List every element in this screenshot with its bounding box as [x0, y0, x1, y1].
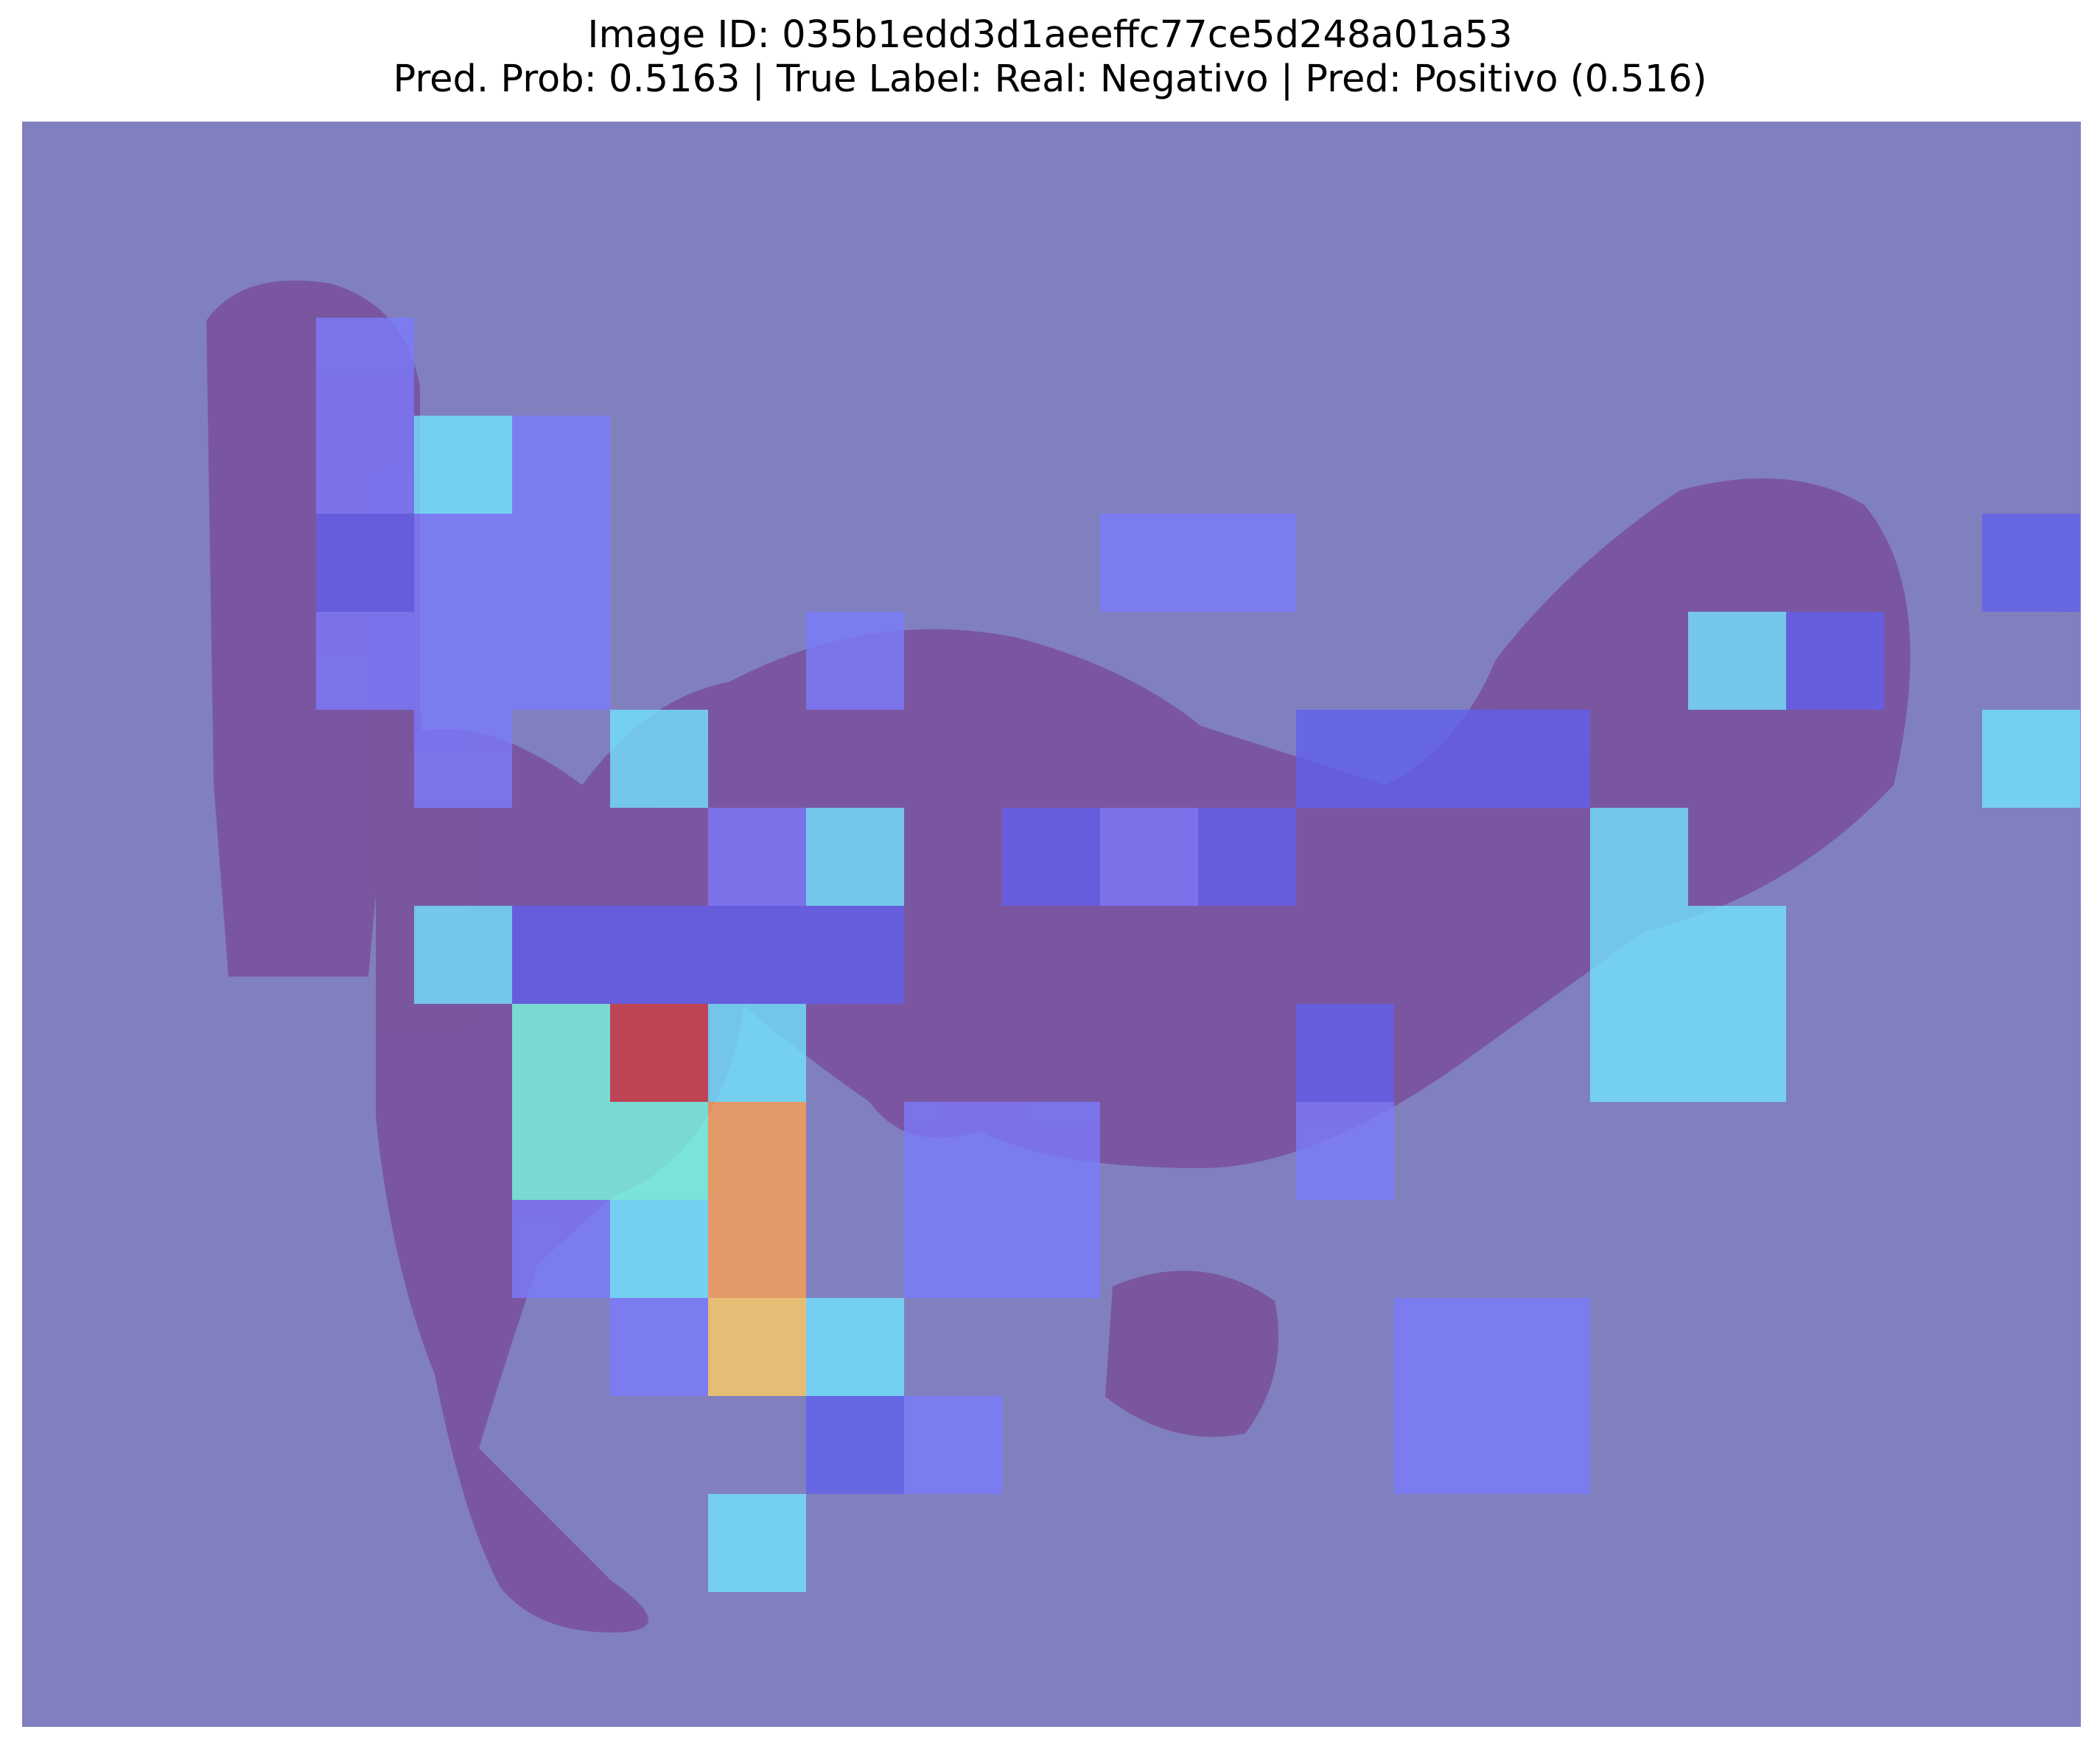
- heat-tile: [2080, 808, 2081, 906]
- heat-tile: [1590, 808, 1688, 906]
- heat-tile: [708, 808, 806, 906]
- heat-tile: [708, 1298, 806, 1396]
- heat-tile: [610, 710, 708, 808]
- heat-tile: [806, 906, 904, 1004]
- heat-tile: [1492, 1396, 1590, 1494]
- heat-tile: [512, 906, 610, 1004]
- heat-tile: [1688, 612, 1786, 710]
- heat-tile: [1590, 906, 1688, 1004]
- heat-tile: [806, 1298, 904, 1396]
- heat-tile: [708, 1102, 806, 1200]
- heat-tile: [414, 612, 512, 710]
- heat-tile: [708, 906, 806, 1004]
- heat-tile: [1296, 1102, 1394, 1200]
- heat-tile: [2080, 612, 2081, 710]
- heat-tile: [1982, 514, 2080, 612]
- heat-tile: [316, 416, 414, 514]
- heat-tile: [1590, 1004, 1688, 1102]
- title-image-id: Image ID: 035b1edd3d1aeeffc77ce5d248a01a…: [587, 13, 1513, 57]
- heat-tile: [1688, 906, 1786, 1004]
- figure-title: Image ID: 035b1edd3d1aeeffc77ce5d248a01a…: [0, 13, 2100, 102]
- heat-tile: [512, 1004, 610, 1102]
- heat-tile: [512, 1200, 610, 1298]
- heat-tile: [512, 416, 610, 514]
- heat-tile: [1786, 612, 1884, 710]
- heat-tile: [414, 906, 512, 1004]
- heat-tile: [414, 514, 512, 612]
- heat-tile: [1394, 710, 1492, 808]
- heatmap-overlay-image: [22, 122, 2081, 1727]
- heat-tile: [1296, 1004, 1394, 1102]
- heat-tile: [2080, 710, 2081, 808]
- heat-tile: [1394, 1298, 1492, 1396]
- heat-tile: [904, 1396, 1002, 1494]
- heat-tile: [610, 906, 708, 1004]
- heat-tile: [512, 514, 610, 612]
- heat-tile: [1688, 1004, 1786, 1102]
- heat-tile: [512, 612, 610, 710]
- heat-tile: [414, 710, 512, 808]
- heat-tile: [1100, 808, 1198, 906]
- heat-tile: [1492, 710, 1590, 808]
- heat-tile: [610, 1298, 708, 1396]
- title-prediction-summary: Pred. Prob: 0.5163 | True Label: Real: N…: [393, 57, 1707, 101]
- heat-tile: [1394, 1396, 1492, 1494]
- heat-tile: [904, 1102, 1002, 1200]
- heat-tile: [806, 612, 904, 710]
- heat-tile: [1492, 1298, 1590, 1396]
- heat-tile: [904, 1200, 1002, 1298]
- heat-tile: [316, 318, 414, 416]
- heat-tile: [316, 612, 414, 710]
- tissue-small-island: [1105, 1271, 1278, 1437]
- heat-tile: [708, 1200, 806, 1298]
- heat-tile: [414, 416, 512, 514]
- heatmap-svg: [22, 122, 2081, 1727]
- heat-tile: [316, 514, 414, 612]
- heat-tile: [806, 808, 904, 906]
- heat-tile: [1002, 808, 1100, 906]
- heat-tile: [1002, 1102, 1100, 1200]
- heat-tile: [708, 1004, 806, 1102]
- heat-tile: [806, 1396, 904, 1494]
- heat-tile: [1198, 514, 1296, 612]
- heat-tiles: [316, 318, 2081, 1592]
- heat-tile: [512, 1102, 610, 1200]
- heat-tile: [1100, 514, 1198, 612]
- heat-tile: [610, 1004, 708, 1102]
- heat-tile: [1002, 1200, 1100, 1298]
- heat-tile: [610, 1102, 708, 1200]
- heat-tile: [610, 1200, 708, 1298]
- heat-tile: [1982, 710, 2080, 808]
- heat-tile: [1296, 710, 1394, 808]
- heat-tile: [1198, 808, 1296, 906]
- heat-tile: [708, 1494, 806, 1592]
